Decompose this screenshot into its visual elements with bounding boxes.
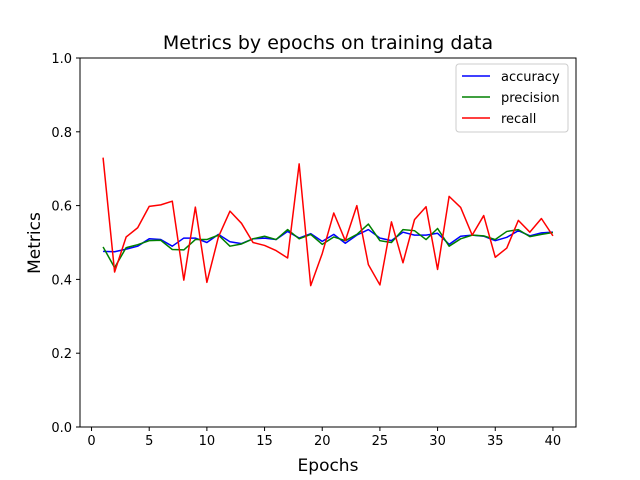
x-tick-label: 10 xyxy=(199,434,216,449)
x-tick-label: 20 xyxy=(314,434,331,449)
y-tick-label: 0.8 xyxy=(51,126,72,141)
series-line-precision xyxy=(102,223,554,269)
legend-label-precision: precision xyxy=(501,91,560,106)
x-tick-label: 35 xyxy=(487,434,504,449)
plot-area: 0 5 10 15 20 25 30 35 40 0.0 0.2 0.4 0.6 0.8 1.0 accura… xyxy=(51,52,577,449)
y-tick-label: 0.4 xyxy=(51,273,72,288)
legend-label-accuracy: accuracy xyxy=(501,70,560,85)
y-tick-label: 0.2 xyxy=(51,347,72,362)
x-tick-label: 0 xyxy=(87,434,95,449)
y-tick-label: 1.0 xyxy=(51,52,72,67)
y-tick-label: 0.0 xyxy=(51,421,72,436)
x-tick-label: 25 xyxy=(372,434,389,449)
x-tick-label: 15 xyxy=(256,434,273,449)
chart-title: Metrics by epochs on training data xyxy=(163,32,493,54)
legend-label-recall: recall xyxy=(501,112,536,127)
x-axis-label: Epochs xyxy=(298,456,359,476)
x-tick-label: 40 xyxy=(545,434,562,449)
x-tick-label: 30 xyxy=(429,434,446,449)
series-line-recall xyxy=(102,157,554,287)
x-tick-label: 5 xyxy=(145,434,153,449)
legend-box xyxy=(455,63,569,133)
y-axis-label: Metrics xyxy=(25,212,45,274)
axes-frame xyxy=(79,57,577,428)
y-tick-label: 0.6 xyxy=(51,200,72,215)
legend: accuracy precision recall xyxy=(455,63,569,133)
